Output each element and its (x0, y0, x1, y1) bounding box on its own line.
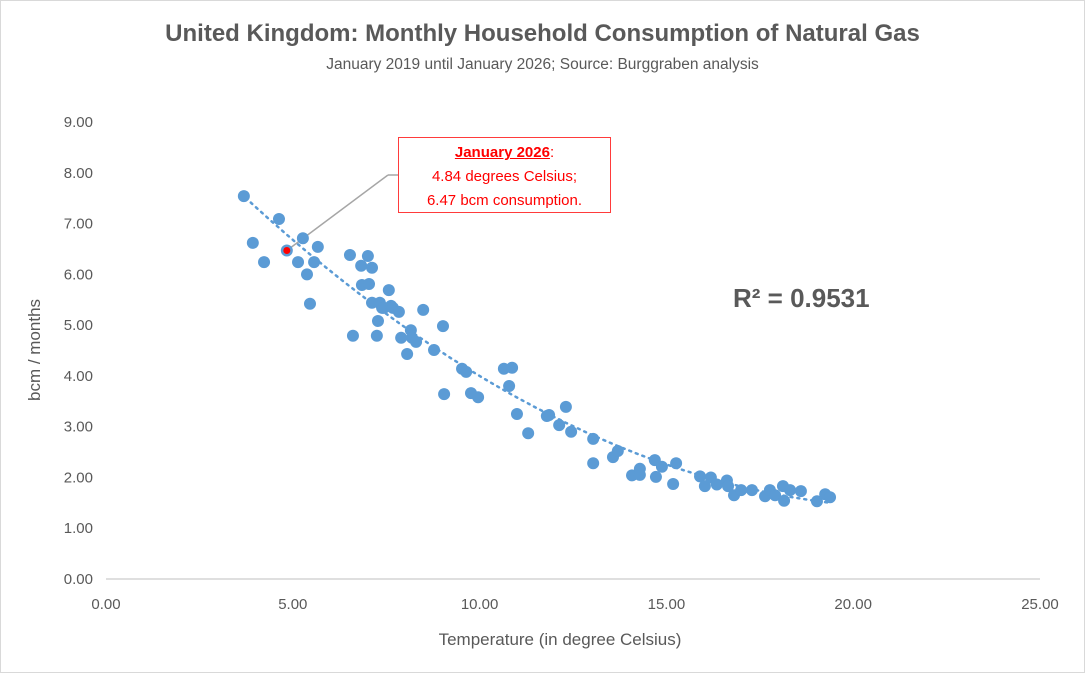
y-tick-label: 7.00 (64, 216, 93, 233)
data-point (366, 261, 379, 274)
data-point (363, 277, 376, 290)
data-point (503, 380, 516, 393)
r-squared-label: R² = 0.9531 (733, 283, 870, 313)
y-tick-label: 2.00 (64, 469, 93, 486)
data-point (428, 343, 441, 356)
data-point (769, 489, 782, 502)
y-tick-label: 5.00 (64, 317, 93, 334)
data-point (784, 484, 797, 497)
data-point (258, 256, 271, 269)
data-point (506, 361, 519, 374)
data-point (553, 419, 566, 432)
data-point (559, 400, 572, 413)
annotation-temperature: 4.84 degrees Celsius; (431, 168, 578, 185)
annotation-callout: January 2026: 4.84 degrees Celsius; 6.47… (398, 137, 611, 213)
data-point (417, 303, 430, 316)
y-tick-label: 1.00 (64, 520, 93, 537)
data-point (745, 484, 758, 497)
data-point (272, 212, 285, 225)
data-points (237, 174, 837, 508)
chart-title: United Kingdom: Monthly Household Consum… (165, 20, 920, 47)
y-tick-label: 6.00 (64, 266, 93, 283)
data-point (735, 484, 748, 497)
data-point (460, 365, 473, 378)
data-point (694, 470, 707, 483)
y-tick-label: 4.00 (64, 368, 93, 385)
data-point (670, 457, 683, 470)
data-point (649, 470, 662, 483)
data-point (794, 485, 807, 498)
data-point (824, 491, 837, 504)
x-tick-label: 25.00 (1021, 596, 1059, 613)
data-point (401, 348, 414, 361)
annotation-consumption: 6.47 bcm consumption. (426, 192, 583, 209)
data-point (655, 460, 668, 473)
data-point (710, 478, 723, 491)
y-tick-label: 8.00 (64, 165, 93, 182)
data-point (522, 427, 535, 440)
annotation-heading: January 2026 (454, 144, 550, 161)
data-point (565, 425, 578, 438)
y-axis-label: bcm / months (25, 299, 44, 401)
x-tick-labels: 0.00 5.00 10.00 15.00 20.00 25.00 (91, 596, 1058, 613)
y-tick-label: 0.00 (64, 571, 93, 588)
data-point (810, 495, 823, 508)
data-point (395, 331, 408, 344)
data-point (343, 249, 356, 262)
x-tick-label: 15.00 (648, 596, 686, 613)
x-tick-label: 0.00 (91, 596, 120, 613)
data-point (587, 457, 600, 470)
data-point (296, 232, 309, 245)
data-point (292, 256, 305, 269)
highlight-point (283, 246, 291, 254)
data-point (382, 284, 395, 297)
data-point (438, 388, 451, 401)
data-point (543, 408, 556, 421)
data-point (308, 256, 321, 269)
data-point (410, 335, 423, 348)
data-point (246, 236, 259, 249)
data-point (778, 494, 791, 507)
data-point (303, 297, 316, 310)
data-point (698, 480, 711, 493)
data-point (587, 432, 600, 445)
data-point (510, 407, 523, 420)
chart-subtitle: January 2019 until January 2026; Source:… (326, 56, 759, 73)
data-point (370, 329, 383, 342)
data-point (300, 268, 313, 281)
y-tick-label: 3.00 (64, 419, 93, 436)
x-tick-label: 5.00 (278, 596, 307, 613)
x-axis-label: Temperature (in degree Celsius) (439, 630, 682, 649)
data-point (722, 480, 735, 493)
y-tick-labels: 0.00 1.00 2.00 3.00 4.00 5.00 6.00 7.00 8.00 9.00 (64, 114, 93, 588)
data-point (346, 329, 359, 342)
data-point (611, 445, 624, 458)
data-point (472, 391, 485, 404)
data-point (667, 478, 680, 491)
annotation-colon: : (549, 144, 555, 161)
data-point (355, 259, 368, 272)
y-tick-label: 9.00 (64, 114, 93, 131)
data-point (436, 320, 449, 333)
data-point (311, 240, 324, 253)
x-tick-label: 20.00 (834, 596, 872, 613)
x-tick-label: 10.00 (461, 596, 499, 613)
data-point (633, 468, 646, 481)
data-point (371, 315, 384, 328)
data-point (392, 305, 405, 318)
data-point (361, 250, 374, 263)
data-point (237, 190, 250, 203)
trendline (239, 191, 833, 505)
